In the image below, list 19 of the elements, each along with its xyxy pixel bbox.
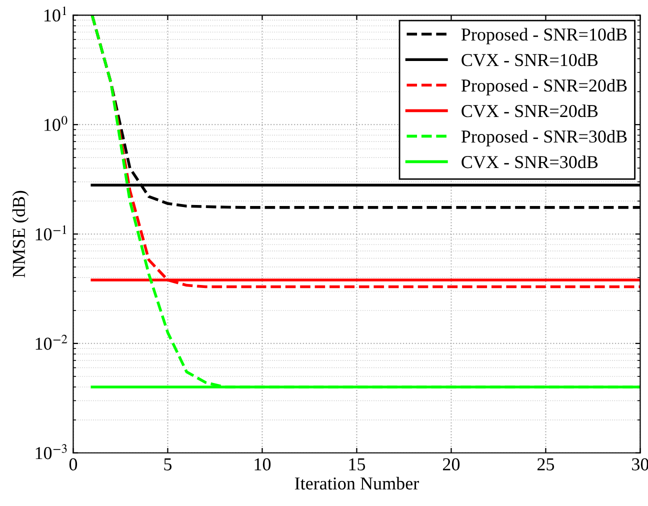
legend-label: Proposed - SNR=20dB [461, 78, 627, 96]
y-axis-title: NMSE (dB) [12, 190, 29, 278]
y-tick-label: 10$^{−3}$ [36, 444, 67, 460]
legend-label: Proposed - SNR=10dB [461, 28, 627, 44]
legend-label: CVX - SNR=10dB [462, 53, 598, 66]
x-tick-label: 5 [164, 458, 172, 470]
x-tick-label: 10 [254, 458, 271, 470]
y-tick-label: 10$^{−2}$ [36, 334, 68, 350]
x-tick-label: 0 [69, 458, 78, 470]
x-tick-label: 25 [537, 458, 554, 470]
x-tick-label: 15 [349, 458, 366, 470]
y-tick-label: 10$^{−1}$ [36, 225, 66, 240]
legend-label: CVX - SNR=30dB [462, 155, 598, 168]
y-tick-label: 10$^{0}$ [44, 116, 68, 131]
legend-label: Proposed - SNR=30dB [461, 130, 627, 146]
x-axis-title: Iteration Number [294, 476, 419, 490]
y-tick-label: 10$^{1}$ [44, 6, 66, 22]
x-tick-label: 20 [442, 458, 460, 470]
legend-label: CVX - SNR=20dB [462, 104, 598, 118]
